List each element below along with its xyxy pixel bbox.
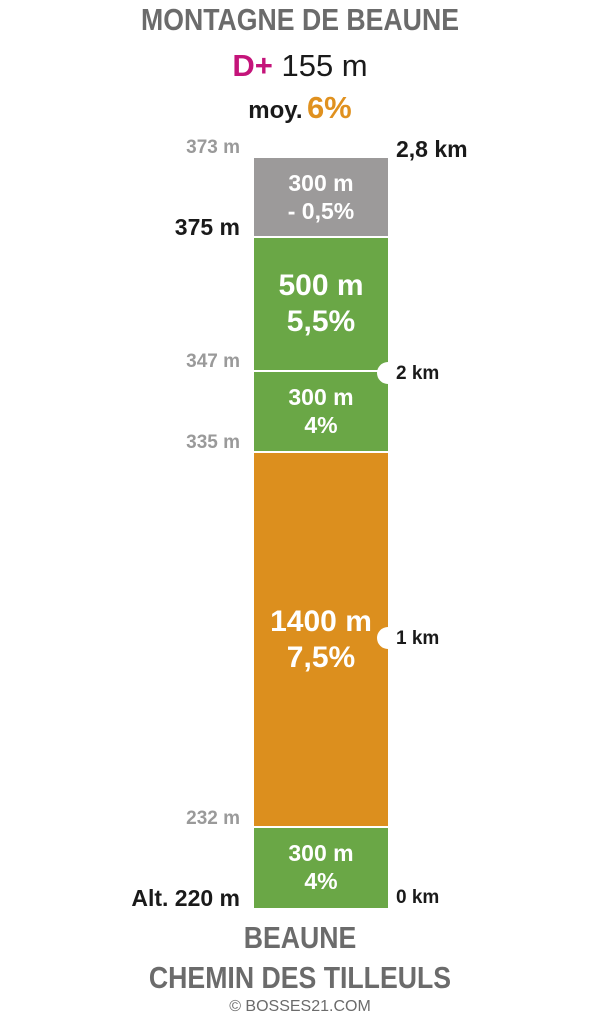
segment-2: 500 m 5,5% (254, 237, 388, 371)
segment-4-length: 1400 m (270, 604, 372, 638)
altitude-347: 347 m (186, 351, 240, 372)
segment-2-gradient: 5,5% (286, 305, 356, 338)
segment-divider (254, 370, 388, 372)
segment-5: 300 m 4% (254, 827, 388, 908)
segment-divider (254, 451, 388, 453)
elevation-gain: D+ 155 m (0, 48, 600, 84)
segment-5-gradient: 4% (304, 867, 338, 894)
start-place-line2: CHEMIN DES TILLEULS (148, 960, 452, 995)
segment-2-length: 500 m (278, 269, 364, 302)
average-gradient-value: 6% (306, 90, 352, 125)
elevation-gain-value: 155 m (281, 48, 368, 83)
elevation-gain-label: D+ (232, 48, 273, 83)
distance-1km: 1 km (396, 628, 440, 649)
segment-4-gradient: 7,5% (286, 640, 356, 674)
distance-0km: 0 km (396, 887, 440, 908)
start-place-line1: BEAUNE (243, 920, 357, 955)
km-marker-notch (377, 362, 399, 384)
climb-title: MONTAGNE DE BEAUNE (141, 2, 459, 37)
segment-4: 1400 m 7,5% (254, 452, 388, 827)
average-gradient: moy. 6% (0, 90, 600, 126)
segment-divider (254, 236, 388, 238)
segment-1-length: 300 m (288, 169, 354, 196)
altitude-top: 373 m (186, 137, 240, 158)
segment-1: 300 m - 0,5% (254, 158, 388, 237)
altitude-232: 232 m (186, 808, 240, 829)
segment-5-length: 300 m (288, 839, 354, 866)
segment-3: 300 m 4% (254, 371, 388, 452)
copyright: © BOSSES21.COM (229, 998, 371, 1015)
km-marker-notch (377, 627, 399, 649)
distance-2km: 2 km (396, 363, 440, 384)
segment-3-length: 300 m (288, 383, 354, 410)
distance-end: 2,8 km (396, 136, 468, 162)
segment-1-gradient: - 0,5% (287, 197, 355, 224)
altitude-summit: 375 m (174, 214, 240, 240)
altitude-335: 335 m (186, 432, 240, 453)
average-gradient-label: moy. (248, 97, 303, 124)
altitude-start: Alt. 220 m (131, 885, 240, 911)
segment-3-gradient: 4% (304, 411, 338, 438)
segment-divider (254, 826, 388, 828)
